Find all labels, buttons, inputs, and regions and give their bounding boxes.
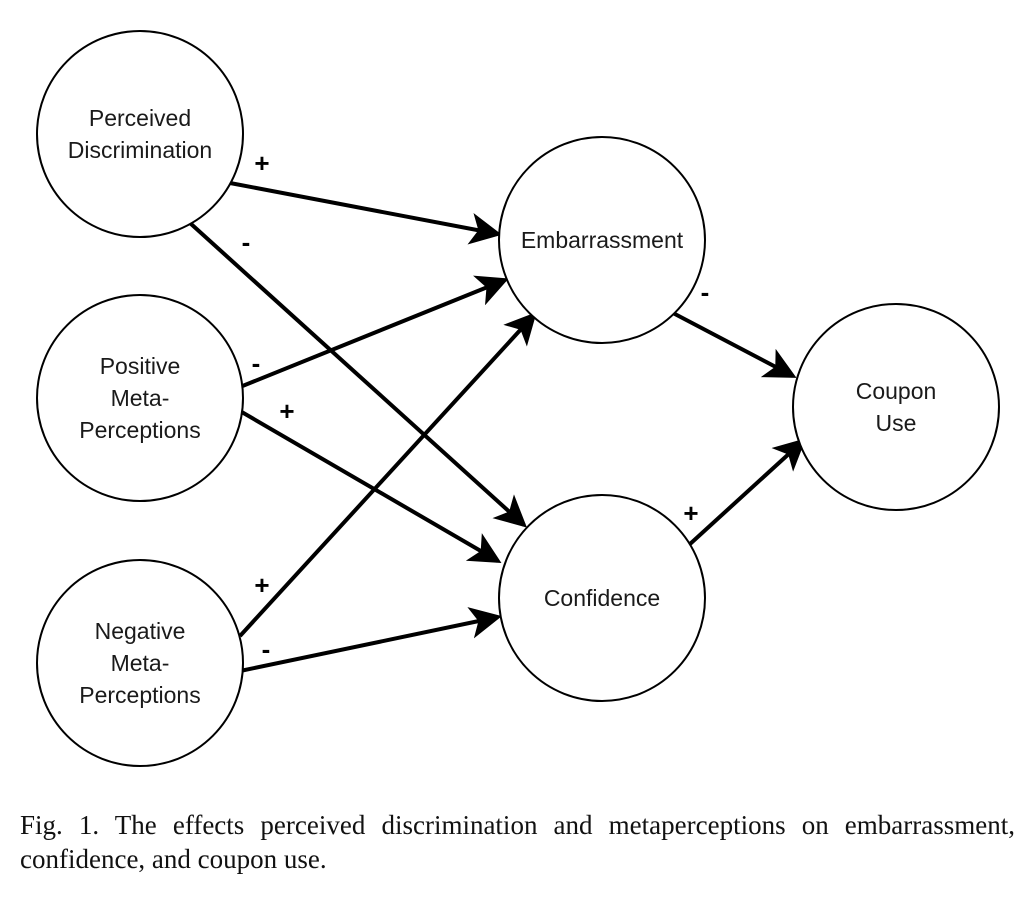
arrow-perceived_discrimination-to-confidence [188,221,527,528]
node-label-line: Meta- [111,385,170,411]
arrow-positive_meta_perceptions-to-embarrassment [239,275,509,389]
node-label-line: Use [876,410,917,436]
node-label-line: Discrimination [68,137,212,163]
node-label-line: Confidence [544,585,660,611]
node-circle [36,559,244,767]
node-circle [36,294,244,502]
sign-confidence-to-coupon_use: + [683,498,698,528]
node-label-line: Negative [95,618,186,644]
arrow-negative_meta_perceptions-to-embarrassment [238,312,537,638]
edge-signs: +--++--+ [242,148,710,664]
arrow-confidence-to-coupon_use [688,438,806,546]
sign-perceived_discrimination-to-confidence: - [242,227,251,257]
sign-negative_meta_perceptions-to-embarrassment: + [254,570,269,600]
arrow-perceived_discrimination-to-embarrassment [229,181,502,245]
figure-caption: Fig. 1. The effects perceived discrimina… [20,810,1015,874]
sign-embarrassment-to-coupon_use: - [701,277,710,307]
node-positive_meta_perceptions: Positive Meta- Perceptions [36,294,244,502]
sign-negative_meta_perceptions-to-confidence: - [262,634,271,664]
sign-positive_meta_perceptions-to-confidence: + [279,396,294,426]
sign-positive_meta_perceptions-to-embarrassment: - [252,348,261,378]
node-embarrassment: Embarrassment [498,136,706,344]
sign-perceived_discrimination-to-embarrassment: + [254,148,269,178]
node-label-line: Perceptions [79,682,200,708]
arrow-negative_meta_perceptions-to-confidence [239,607,502,673]
arrow-positive_meta_perceptions-to-confidence [238,409,502,564]
node-coupon_use: Coupon Use [792,303,1000,511]
node-circle [36,30,244,238]
node-label-line: Perceptions [79,417,200,443]
arrow-embarrassment-to-coupon_use [672,311,797,378]
node-label-line: Perceived [89,105,191,131]
edges [188,181,806,673]
node-label-line: Embarrassment [521,227,684,253]
node-confidence: Confidence [498,494,706,702]
node-circle [498,136,706,344]
node-perceived_discrimination: Perceived Discrimination [36,30,244,238]
node-circle [792,303,1000,511]
nodes: Perceived Discrimination Positive Meta- Perc… [36,30,1000,767]
node-negative_meta_perceptions: Negative Meta- Perceptions [36,559,244,767]
node-label-line: Meta- [111,650,170,676]
node-label-line: Coupon [856,378,937,404]
node-label-line: Positive [100,353,181,379]
path-diagram: Perceived Discrimination Positive Meta- Perc… [36,30,1000,767]
node-circle [498,494,706,702]
